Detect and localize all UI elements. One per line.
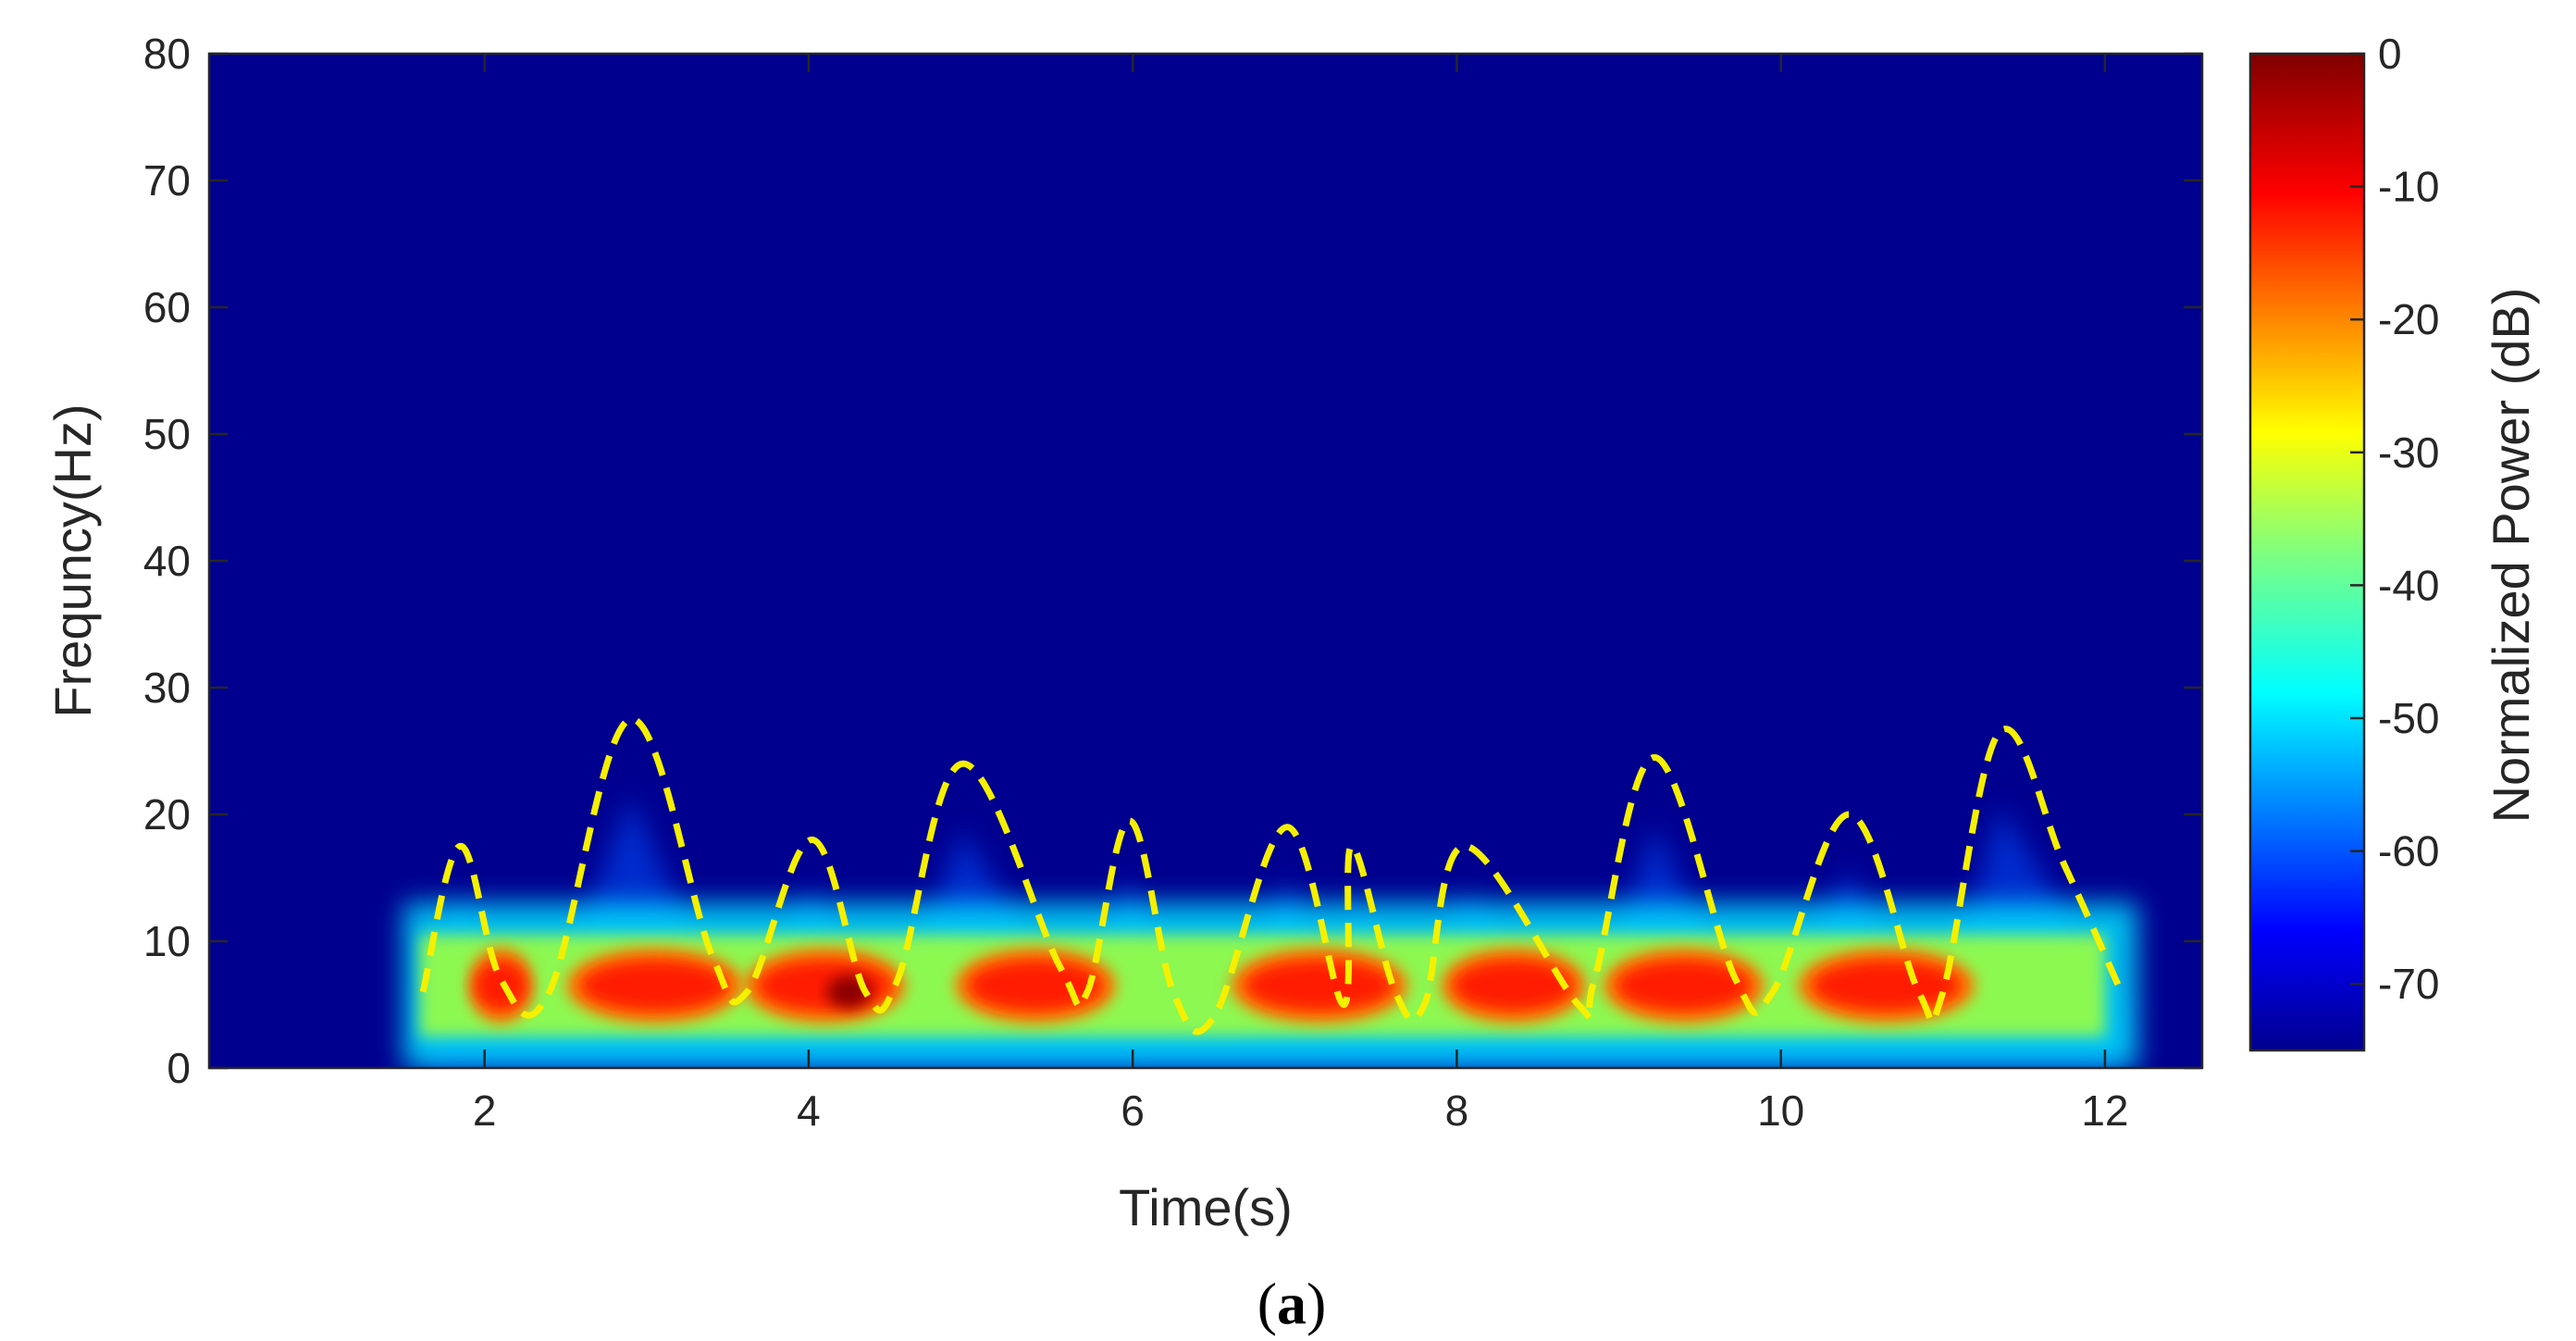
energy-blob-red	[1616, 960, 1752, 1012]
y-axis-label: Frequncy(Hz)	[43, 404, 102, 717]
colorbar-ticks: 0 -10 -20 -30 -40 -50 -60 -70	[2350, 30, 2439, 1008]
x-tick-label: 12	[2081, 1086, 2128, 1135]
colorbar-tick-label: 0	[2378, 30, 2402, 78]
y-tick-label: 70	[143, 156, 191, 205]
colorbar-tick-label: -20	[2378, 295, 2439, 343]
colorbar-tick-label: -40	[2378, 561, 2439, 609]
colorbar-tick-label: -30	[2378, 428, 2439, 477]
x-axis: 2 4 6 8 10 12	[473, 54, 2129, 1135]
x-tick-label: 8	[1445, 1086, 1469, 1135]
colorbar-tick-label: -70	[2378, 960, 2439, 1008]
figure-caption: (a)	[1257, 1271, 1327, 1336]
x-tick-label: 2	[473, 1086, 497, 1135]
colorbar-label: Normalized Power (dB)	[2482, 288, 2540, 824]
y-tick-label: 30	[143, 664, 191, 712]
x-tick-label: 6	[1121, 1086, 1145, 1135]
y-tick-label: 10	[143, 917, 191, 965]
colorbar-tick-label: -60	[2378, 827, 2439, 875]
energy-blob-red	[1245, 960, 1393, 1012]
y-tick-label: 50	[143, 410, 191, 458]
plot-area	[209, 54, 2202, 1068]
colorbar	[2248, 52, 2366, 1052]
y-tick-label: 20	[143, 790, 191, 838]
energy-blob-red	[968, 960, 1104, 1012]
x-tick-label: 10	[1757, 1086, 1804, 1135]
energy-blob-red	[580, 960, 729, 1012]
colorbar-tick-label: -10	[2378, 163, 2439, 211]
energy-blob-red	[1453, 960, 1575, 1012]
x-axis-label: Time(s)	[1119, 1178, 1293, 1236]
y-tick-label: 0	[167, 1044, 191, 1092]
y-tick-label: 40	[143, 537, 191, 585]
spectrogram-energy	[403, 796, 2137, 1068]
envelope-curve	[419, 715, 2124, 1036]
y-tick-label: 60	[143, 283, 191, 331]
colorbar-tick-label: -50	[2378, 694, 2439, 742]
energy-blob-red	[757, 960, 893, 1012]
y-axis: 0 10 20 30 40 50 60 70 80	[143, 30, 2202, 1092]
x-tick-label: 4	[797, 1086, 821, 1135]
y-tick-label: 80	[143, 30, 191, 78]
